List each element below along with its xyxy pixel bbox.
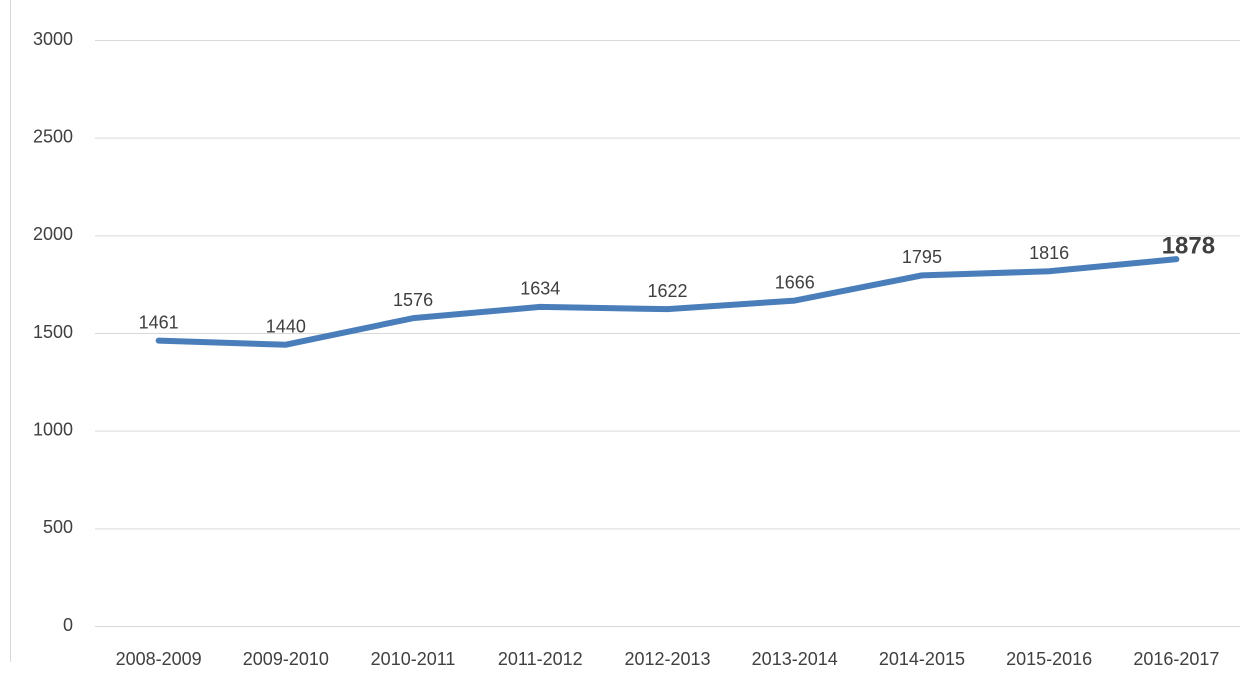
data-label: 1666 bbox=[775, 272, 815, 292]
data-label: 1461 bbox=[139, 312, 179, 332]
data-label: 1878 bbox=[1162, 233, 1215, 260]
y-tick-label: 1000 bbox=[33, 419, 73, 439]
data-line bbox=[155, 256, 1180, 348]
data-label: 1634 bbox=[520, 279, 560, 299]
y-tick-label: 500 bbox=[43, 517, 73, 537]
y-tick-label: 1500 bbox=[33, 322, 73, 342]
y-tick-label: 2500 bbox=[33, 126, 73, 146]
x-tick-label: 2015-2016 bbox=[1006, 649, 1092, 669]
x-tick-label: 2012-2013 bbox=[624, 649, 710, 669]
x-tick-label: 2013-2014 bbox=[752, 649, 838, 669]
x-tick-label: 2011-2012 bbox=[498, 649, 583, 669]
x-tick-label: 2008-2009 bbox=[116, 649, 202, 669]
y-tick-label: 2000 bbox=[33, 224, 73, 244]
y-tick-label: 0 bbox=[63, 615, 73, 635]
data-label: 1440 bbox=[266, 316, 306, 336]
x-tick-label: 2014-2015 bbox=[879, 649, 965, 669]
x-tick-label: 2010-2011 bbox=[371, 649, 456, 669]
data-label: 1576 bbox=[393, 290, 433, 310]
x-tick-label: 2009-2010 bbox=[243, 649, 329, 669]
x-tick-label: 2016-2017 bbox=[1133, 649, 1219, 669]
data-label: 1816 bbox=[1029, 243, 1069, 263]
data-label: 1795 bbox=[902, 247, 942, 267]
data-label: 1622 bbox=[647, 281, 687, 301]
y-tick-label: 3000 bbox=[33, 29, 73, 49]
